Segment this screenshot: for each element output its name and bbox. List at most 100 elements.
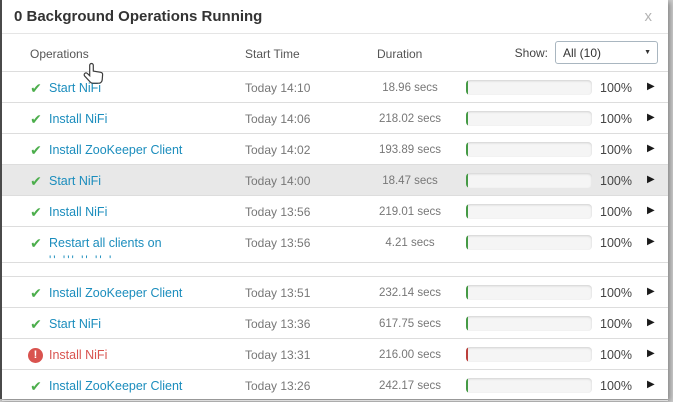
table-header-row: Operations Start Time Duration Show: All… (2, 34, 668, 72)
operation-link[interactable]: Install NiFi (49, 112, 108, 126)
operation-row[interactable]: ✔ Install ZooKeeper Client Today 14:02 1… (2, 134, 668, 165)
duration-value: 219.01 secs (378, 206, 441, 218)
progress-bar-fill (466, 285, 468, 300)
progress-percent: 100% (600, 205, 632, 219)
start-time-value: Today 13:31 (245, 348, 311, 362)
operation-row[interactable]: ✔ Start NiFi Today 14:00 18.47 secs 100%… (2, 165, 668, 196)
progress-bar (466, 111, 592, 126)
duration-value: 232.14 secs (378, 287, 441, 299)
status-icon: ✔ (30, 316, 42, 332)
show-filter: Show: All (10) ▼ (515, 41, 658, 64)
status-icon: ✔ (30, 111, 42, 127)
status-icon: ✔ (30, 235, 42, 251)
operation-link-second-line-clipped: '' ''' '' '' ' (49, 253, 113, 259)
status-icon: ✔ (30, 80, 42, 96)
progress-bar-fill (466, 378, 468, 393)
progress-bar-fill (466, 316, 468, 331)
operation-row[interactable]: ✔ Install ZooKeeper Client Today 13:51 2… (2, 277, 668, 308)
expand-row-icon[interactable]: ▶ (647, 236, 655, 247)
progress-bar-fill (466, 173, 468, 188)
column-header-start-time: Start Time (245, 47, 300, 61)
progress-bar-fill (466, 204, 468, 219)
operation-row[interactable]: ✔ Install NiFi Today 13:56 219.01 secs 1… (2, 196, 668, 227)
operation-row[interactable]: ✔ Install ZooKeeper Client Today 13:26 2… (2, 370, 668, 401)
operation-link[interactable]: Start NiFi (49, 174, 102, 188)
progress-bar-fill (466, 347, 468, 362)
progress-bar-fill (466, 80, 468, 95)
close-icon[interactable]: x (644, 8, 653, 25)
progress-bar (466, 378, 592, 393)
duration-value: 218.02 secs (378, 113, 441, 125)
operation-link[interactable]: Install NiFi (49, 348, 108, 362)
operation-link[interactable]: Start NiFi (49, 81, 102, 95)
start-time-value: Today 14:02 (245, 143, 311, 157)
expand-row-icon[interactable]: ▶ (647, 317, 655, 328)
expand-row-icon[interactable]: ▶ (647, 379, 655, 390)
progress-bar (466, 285, 592, 300)
progress-percent: 100% (600, 317, 632, 331)
chevron-down-icon: ▼ (644, 49, 651, 56)
operation-link[interactable]: Install ZooKeeper Client (49, 379, 183, 393)
status-icon: ✔ (30, 173, 42, 189)
progress-percent: 100% (600, 236, 632, 250)
progress-percent: 100% (600, 81, 632, 95)
progress-bar (466, 347, 592, 362)
operation-row[interactable]: ✔ Install NiFi Today 14:06 218.02 secs 1… (2, 103, 668, 134)
duration-value: 617.75 secs (378, 318, 441, 330)
status-icon: ! (28, 348, 43, 363)
start-time-value: Today 13:56 (245, 236, 311, 250)
expand-row-icon[interactable]: ▶ (647, 174, 655, 185)
expand-row-icon[interactable]: ▶ (647, 143, 655, 154)
duration-value: 18.47 secs (382, 175, 438, 187)
progress-percent: 100% (600, 112, 632, 126)
dialog-title: 0 Background Operations Running (14, 8, 263, 25)
show-filter-selected-value: All (10) (563, 45, 602, 60)
operation-row[interactable]: ✔ Restart all clients on Today 13:56 4.2… (2, 227, 668, 263)
operation-row[interactable]: ! Install NiFi Today 13:31 216.00 secs 1… (2, 339, 668, 370)
operation-row[interactable]: ✔ Start NiFi Today 13:36 617.75 secs 100… (2, 308, 668, 339)
duration-value: 4.21 secs (385, 237, 435, 249)
start-time-value: Today 13:56 (245, 205, 311, 219)
expand-row-icon[interactable]: ▶ (647, 205, 655, 216)
duration-value: 242.17 secs (378, 380, 441, 392)
expand-row-icon[interactable]: ▶ (647, 81, 655, 92)
progress-bar-fill (466, 142, 468, 157)
progress-bar (466, 173, 592, 188)
progress-percent: 100% (600, 143, 632, 157)
progress-bar (466, 80, 592, 95)
operation-link[interactable]: Restart all clients on (49, 236, 162, 250)
expand-row-icon[interactable]: ▶ (647, 286, 655, 297)
progress-percent: 100% (600, 174, 632, 188)
duration-value: 18.96 secs (382, 82, 438, 94)
duration-value: 216.00 secs (378, 349, 441, 361)
dialog-titlebar: 0 Background Operations Running x (2, 0, 668, 34)
column-header-duration: Duration (377, 47, 423, 61)
show-filter-select[interactable]: All (10) ▼ (555, 41, 658, 64)
progress-bar-fill (466, 111, 468, 126)
status-icon: ✔ (30, 378, 42, 394)
start-time-value: Today 14:10 (245, 81, 311, 95)
progress-bar (466, 235, 592, 250)
start-time-value: Today 14:06 (245, 112, 311, 126)
progress-percent: 100% (600, 286, 632, 300)
operation-link[interactable]: Install ZooKeeper Client (49, 286, 183, 300)
row-spacer (2, 263, 668, 277)
status-icon: ✔ (30, 285, 42, 301)
status-icon: ✔ (30, 142, 42, 158)
progress-percent: 100% (600, 379, 632, 393)
operation-link[interactable]: Install NiFi (49, 205, 108, 219)
start-time-value: Today 14:00 (245, 174, 311, 188)
operation-link[interactable]: Start NiFi (49, 317, 102, 331)
operation-link[interactable]: Install ZooKeeper Client (49, 143, 183, 157)
operation-row[interactable]: ✔ Start NiFi Today 14:10 18.96 secs 100%… (2, 72, 668, 103)
show-filter-label: Show: (514, 45, 548, 60)
expand-row-icon[interactable]: ▶ (647, 112, 655, 123)
expand-row-icon[interactable]: ▶ (647, 348, 655, 359)
start-time-value: Today 13:36 (245, 317, 311, 331)
progress-bar (466, 142, 592, 157)
column-header-operations: Operations (30, 47, 89, 61)
progress-percent: 100% (600, 348, 632, 362)
progress-bar (466, 316, 592, 331)
duration-value: 193.89 secs (378, 144, 441, 156)
